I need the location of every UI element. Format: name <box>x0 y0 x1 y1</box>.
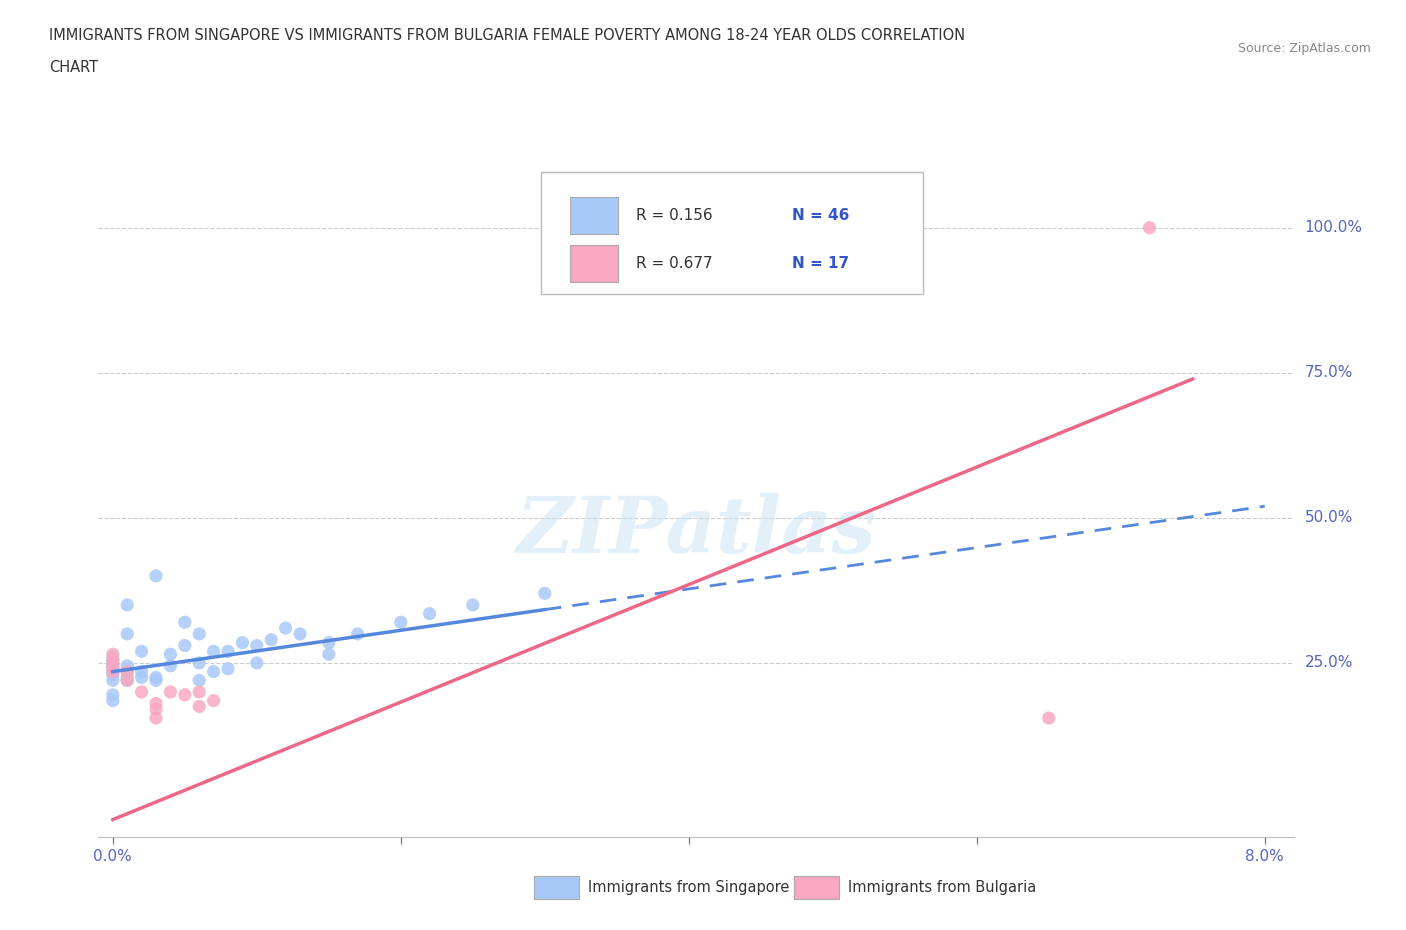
Point <box>101 693 124 708</box>
Point <box>101 653 124 668</box>
Text: 100.0%: 100.0% <box>1305 220 1362 235</box>
Point <box>173 615 195 630</box>
Point <box>246 656 269 671</box>
Point <box>115 627 138 642</box>
Point <box>188 699 211 714</box>
Point <box>115 658 138 673</box>
Point <box>101 646 124 661</box>
Point <box>246 638 269 653</box>
Point <box>145 696 167 711</box>
Point <box>159 658 181 673</box>
Point <box>145 568 167 583</box>
Text: IMMIGRANTS FROM SINGAPORE VS IMMIGRANTS FROM BULGARIA FEMALE POVERTY AMONG 18-24: IMMIGRANTS FROM SINGAPORE VS IMMIGRANTS … <box>49 28 966 43</box>
Point <box>131 670 153 684</box>
Text: R = 0.677: R = 0.677 <box>636 256 713 271</box>
Text: Immigrants from Bulgaria: Immigrants from Bulgaria <box>848 880 1036 895</box>
Point <box>188 627 211 642</box>
Point <box>101 650 124 665</box>
Text: Immigrants from Singapore: Immigrants from Singapore <box>588 880 789 895</box>
Point <box>115 673 138 688</box>
Point <box>419 606 441 621</box>
Point <box>115 673 138 688</box>
Point <box>202 693 225 708</box>
Point <box>159 684 181 699</box>
Point <box>101 658 124 673</box>
Text: N = 17: N = 17 <box>792 256 849 271</box>
Point <box>202 664 225 679</box>
FancyBboxPatch shape <box>540 172 922 294</box>
Point <box>461 597 484 612</box>
Point <box>131 684 153 699</box>
Point <box>260 632 283 647</box>
Point <box>145 711 167 725</box>
Point <box>318 635 340 650</box>
Point <box>188 673 211 688</box>
Text: CHART: CHART <box>49 60 98 75</box>
Point <box>231 635 253 650</box>
Point <box>101 656 124 671</box>
Point <box>101 687 124 702</box>
Point <box>202 644 225 658</box>
Point <box>131 664 153 679</box>
Point <box>318 646 340 661</box>
Point <box>274 620 297 635</box>
Point <box>101 658 124 673</box>
Text: 75.0%: 75.0% <box>1305 365 1353 380</box>
Point <box>1139 220 1161 235</box>
Point <box>533 586 555 601</box>
Text: R = 0.156: R = 0.156 <box>636 208 713 223</box>
FancyBboxPatch shape <box>571 245 619 282</box>
Text: ZIPatlas: ZIPatlas <box>516 493 876 570</box>
Text: 50.0%: 50.0% <box>1305 511 1353 525</box>
Point <box>101 673 124 688</box>
Point <box>115 597 138 612</box>
Point <box>173 638 195 653</box>
Point <box>115 670 138 684</box>
Point <box>288 627 311 642</box>
Point <box>145 673 167 688</box>
Text: 25.0%: 25.0% <box>1305 656 1353 671</box>
Point <box>101 661 124 676</box>
Point <box>159 646 181 661</box>
Point <box>188 656 211 671</box>
FancyBboxPatch shape <box>571 197 619 234</box>
Point <box>115 664 138 679</box>
Point <box>217 661 239 676</box>
Point <box>115 664 138 679</box>
Point <box>145 670 167 684</box>
Point <box>389 615 412 630</box>
Point <box>145 702 167 717</box>
Point <box>101 664 124 679</box>
Point <box>346 627 368 642</box>
Point <box>173 687 195 702</box>
Point <box>217 644 239 658</box>
Point <box>101 667 124 682</box>
Point <box>101 664 124 679</box>
Point <box>188 684 211 699</box>
Point <box>131 644 153 658</box>
Point <box>101 653 124 668</box>
Point <box>1038 711 1060 725</box>
Text: Source: ZipAtlas.com: Source: ZipAtlas.com <box>1237 42 1371 55</box>
Text: N = 46: N = 46 <box>792 208 849 223</box>
